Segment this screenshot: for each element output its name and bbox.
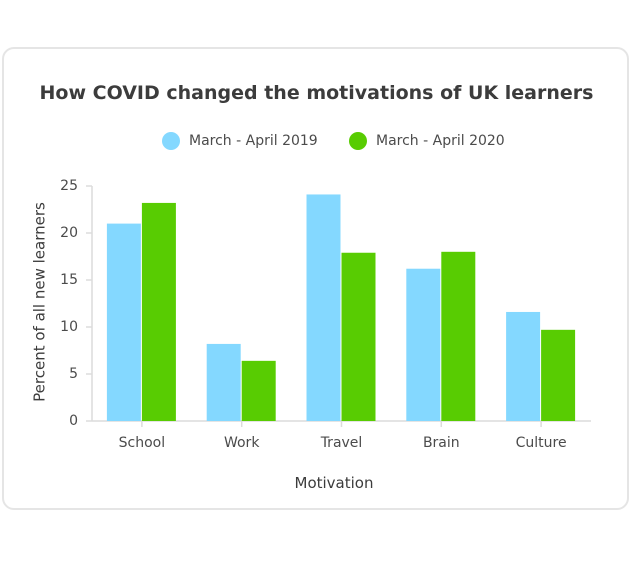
legend-swatch-2020 xyxy=(349,132,367,150)
chart-legend: March - April 2019 March - April 2020 xyxy=(0,132,633,154)
legend-label-2020: March - April 2020 xyxy=(376,133,505,149)
chart-title: How COVID changed the motivations of UK … xyxy=(39,82,594,104)
legend-label-2019: March - April 2019 xyxy=(189,133,318,149)
chart-card xyxy=(2,47,629,510)
legend-item-2020: March - April 2020 xyxy=(349,132,505,150)
legend-swatch-2019 xyxy=(162,132,180,150)
legend-item-2019: March - April 2019 xyxy=(162,132,318,150)
